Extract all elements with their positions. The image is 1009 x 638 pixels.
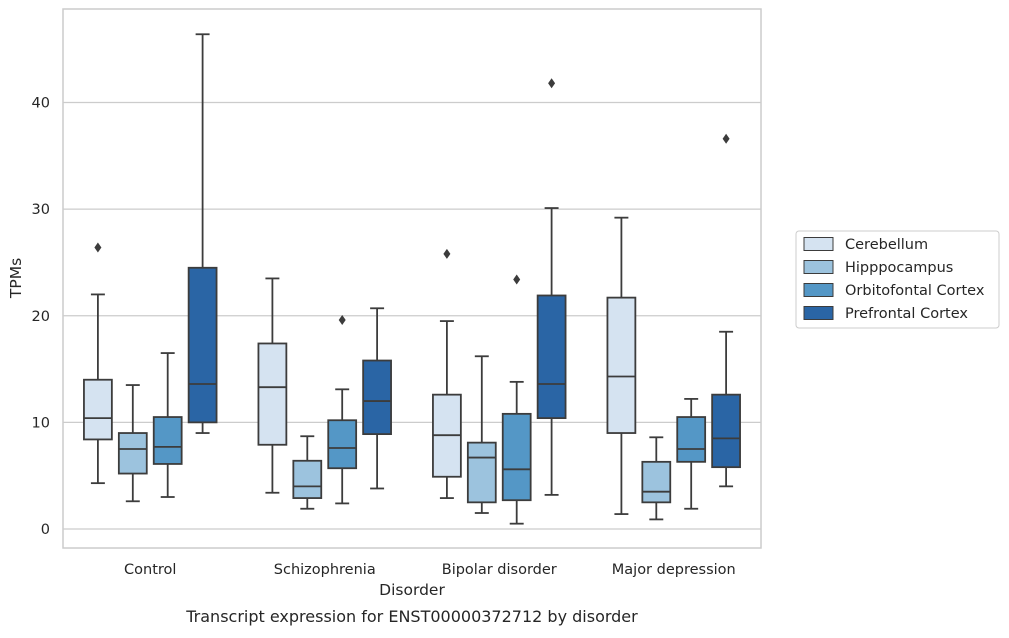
box-hipppocampus	[466, 355, 497, 514]
legend-label: Prefrontal Cortex	[845, 306, 968, 322]
outlier-point	[443, 248, 451, 259]
box-iqr	[362, 359, 392, 436]
y-tick-label: 20	[32, 309, 50, 325]
x-axis-label: Disorder	[379, 581, 445, 599]
y-tick-label: 40	[32, 96, 50, 112]
legend-swatch	[803, 237, 834, 251]
box-prefrontal-cortex	[362, 307, 392, 490]
box-iqr	[327, 419, 358, 470]
y-axis-ticks: 0 10 20 30 40	[32, 96, 50, 539]
box-iqr	[152, 416, 183, 465]
box-iqr	[466, 441, 497, 504]
legend-swatch	[803, 306, 834, 320]
box-cerebellum	[83, 242, 113, 485]
y-axis-label: TPMs	[7, 258, 25, 299]
box-iqr	[117, 432, 148, 475]
legend-frame	[795, 230, 1000, 329]
box-iqr	[676, 416, 707, 463]
outlier-point	[722, 133, 730, 144]
box-iqr	[536, 294, 567, 420]
box-prefrontal-cortex	[536, 78, 567, 496]
x-axis-ticks: Control Schizophrenia Bipolar disorder Majo…	[124, 562, 736, 578]
x-tick-label: Bipolar disorder	[442, 562, 557, 578]
legend-label: Orbitofontal Cortex	[845, 283, 985, 299]
box-hipppocampus	[292, 435, 323, 510]
box-iqr	[501, 412, 532, 502]
box-hipppocampus	[117, 384, 148, 503]
legend-label: Cerebellum	[845, 237, 928, 253]
x-tick-label: Control	[124, 562, 176, 578]
box-prefrontal-cortex	[187, 33, 218, 434]
y-tick-label: 30	[32, 202, 50, 218]
box-iqr	[187, 266, 218, 424]
box-iqr	[257, 342, 288, 446]
box-iqr	[606, 296, 637, 434]
legend-items: Cerebellum Hipppocampus Orbitofontal Corte…	[803, 237, 985, 322]
chart-caption: Transcript expression for ENST0000037271…	[185, 607, 638, 626]
box-cerebellum	[432, 248, 462, 499]
box-iqr	[292, 459, 323, 499]
outlier-point	[513, 274, 521, 285]
outlier-point	[548, 78, 556, 89]
box-orbitofontal-cortex	[327, 315, 358, 505]
box-orbitofontal-cortex	[501, 274, 532, 525]
x-tick-label: Major depression	[612, 562, 736, 578]
outlier-point	[94, 242, 102, 253]
box-cerebellum	[606, 216, 637, 515]
legend-swatch	[803, 283, 834, 297]
box-iqr	[711, 393, 741, 469]
outlier-point	[338, 315, 346, 326]
legend-label: Hipppocampus	[845, 260, 953, 276]
legend: Cerebellum Hipppocampus Orbitofontal Corte…	[795, 230, 1000, 329]
plot-area-frame	[62, 8, 762, 549]
boxes	[83, 33, 741, 525]
x-tick-label: Schizophrenia	[274, 562, 376, 578]
box-orbitofontal-cortex	[676, 398, 707, 510]
box-iqr	[83, 378, 113, 441]
box-cerebellum	[257, 277, 288, 494]
box-orbitofontal-cortex	[152, 352, 183, 498]
box-iqr	[641, 460, 672, 504]
y-tick-label: 10	[32, 415, 50, 431]
box-prefrontal-cortex	[711, 133, 741, 488]
box-hipppocampus	[641, 436, 672, 521]
y-tick-label: 0	[41, 522, 50, 538]
legend-swatch	[803, 260, 834, 274]
